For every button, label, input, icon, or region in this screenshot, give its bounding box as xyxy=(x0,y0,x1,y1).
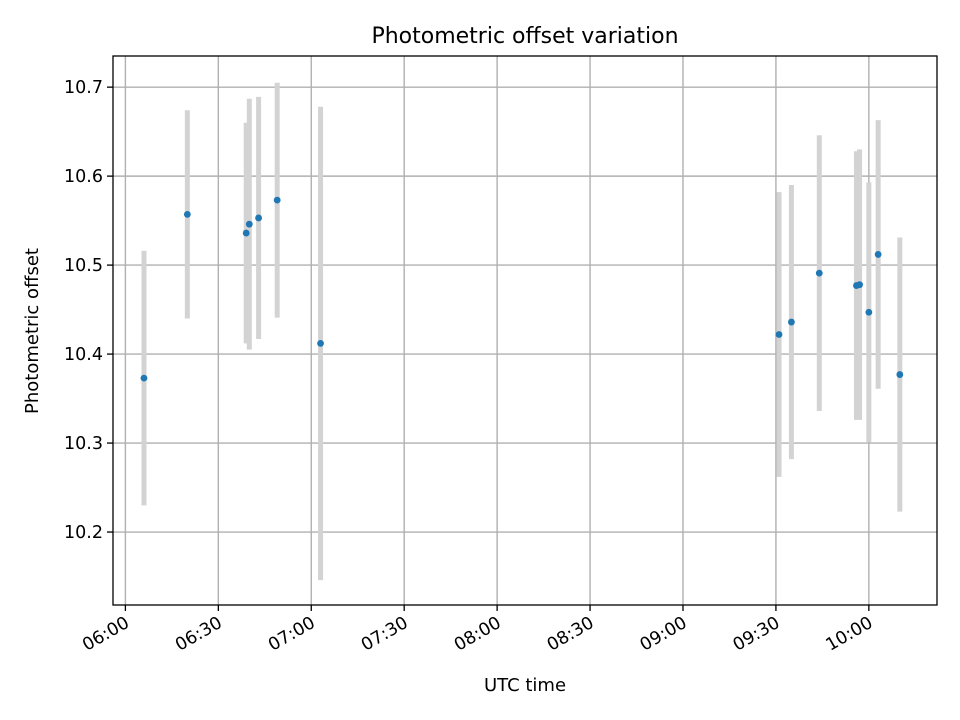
data-point xyxy=(815,269,823,277)
data-point xyxy=(273,196,281,204)
y-axis-label: Photometric offset xyxy=(22,248,43,414)
data-point xyxy=(856,281,863,289)
chart-title: Photometric offset variation xyxy=(371,24,678,49)
data-point xyxy=(255,214,262,222)
data-point xyxy=(140,374,148,382)
x-tick-label: 07:00 xyxy=(265,613,319,656)
data-point xyxy=(865,308,873,316)
y-tick-label: 10.6 xyxy=(64,167,103,187)
data-point xyxy=(183,210,191,218)
x-tick-label: 06:00 xyxy=(79,613,133,656)
x-tick-label: 07:30 xyxy=(358,613,412,656)
x-axis-label: UTC time xyxy=(484,675,566,696)
data-point xyxy=(242,229,250,237)
x-tick-label: 10:00 xyxy=(823,613,877,656)
x-tick-label: 09:00 xyxy=(637,613,691,656)
y-tick-label: 10.4 xyxy=(64,345,103,365)
error-bar-layer xyxy=(141,82,903,581)
data-point xyxy=(317,340,324,347)
x-tick-label: 06:30 xyxy=(172,613,226,656)
data-point xyxy=(245,220,253,228)
grid-layer xyxy=(113,56,937,605)
data-point xyxy=(775,331,783,338)
data-point-layer xyxy=(140,196,904,382)
data-point xyxy=(788,318,795,326)
y-tick-label: 10.7 xyxy=(64,78,103,98)
y-tick-label: 10.5 xyxy=(64,256,103,276)
data-point xyxy=(896,371,904,378)
x-tick-label: 08:30 xyxy=(544,613,598,656)
plot-frame xyxy=(112,55,938,606)
y-tick-label: 10.2 xyxy=(64,523,103,543)
y-tick-label: 10.3 xyxy=(64,434,103,454)
x-tick-label: 08:00 xyxy=(451,613,505,656)
x-tick-label: 09:30 xyxy=(730,613,784,656)
data-point xyxy=(874,251,882,258)
